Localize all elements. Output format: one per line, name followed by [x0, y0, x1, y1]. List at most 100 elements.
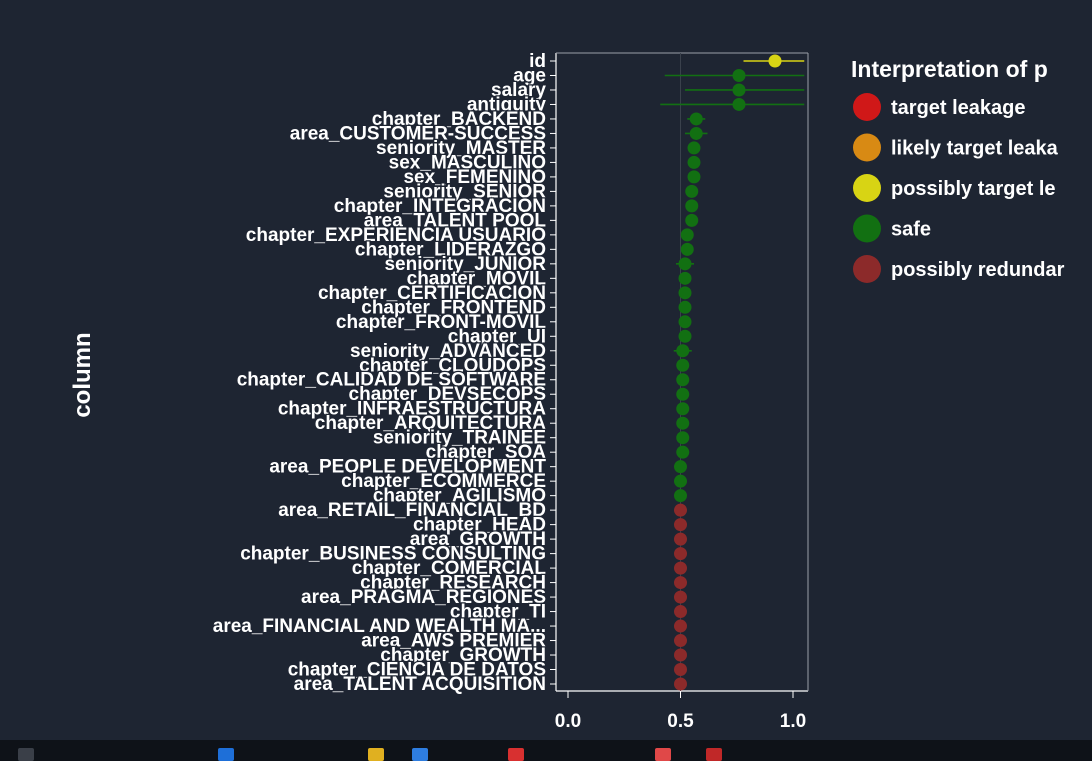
data-point — [680, 242, 694, 256]
data-point — [680, 228, 694, 242]
y-tick-label: chapter_CERTIFICACION — [318, 283, 546, 304]
legend-marker — [853, 93, 881, 121]
y-tick-label: seniority_ADVANCED — [350, 341, 546, 362]
data-point — [687, 155, 701, 169]
data-point — [674, 605, 687, 619]
y-tick-label: chapter_MOVIL — [407, 268, 547, 289]
taskbar-app-icon[interactable] — [368, 748, 384, 761]
data-point — [676, 416, 690, 430]
legend-marker — [853, 133, 881, 162]
y-tick-label: seniority_SENIOR — [383, 181, 546, 202]
y-tick-label: chapter_ARQUITECTURA — [315, 413, 546, 434]
legend-marker — [853, 255, 881, 283]
data-point — [674, 663, 687, 677]
y-tick-label: area_TALENT ACQUISITION — [294, 674, 546, 695]
data-point — [674, 518, 687, 532]
data-point — [678, 257, 692, 271]
y-tick-label: id — [529, 51, 546, 72]
taskbar — [0, 740, 1092, 761]
x-tick-label: 0.5 — [667, 711, 694, 732]
taskbar-app-icon[interactable] — [706, 748, 722, 761]
data-point — [676, 358, 690, 372]
data-point — [689, 112, 703, 126]
data-point — [674, 648, 687, 662]
legend-marker — [853, 174, 881, 202]
data-point — [687, 141, 701, 155]
y-tick-label: chapter_INFRAESTRUCTURA — [278, 399, 546, 420]
data-point — [674, 503, 687, 517]
y-tick-label: chapter_CLOUDOPS — [359, 355, 546, 376]
taskbar-app-icon[interactable] — [18, 748, 34, 761]
y-tick-label: chapter_BACKEND — [372, 109, 546, 130]
chart-area: id age salary antiquity chapter_BACKEND area_… — [69, 50, 1065, 732]
y-tick-label: salary — [491, 80, 546, 101]
legend-title: Interpretation of p — [851, 56, 1048, 82]
y-tick-label: area_TALENT POOL — [364, 210, 547, 231]
data-point — [732, 97, 746, 111]
data-point — [685, 213, 699, 227]
taskbar-app-icon[interactable] — [655, 748, 671, 761]
y-tick-label: chapter_EXPERIENCIA USUARIO — [246, 225, 546, 246]
y-tick-label: area_PEOPLE DEVELOPMENT — [269, 457, 546, 478]
data-point — [674, 489, 687, 503]
y-axis-title: column — [69, 332, 96, 417]
y-tick-label: chapter_BUSINESS CONSULTING — [240, 544, 546, 565]
y-tick-label: seniority_JUNIOR — [384, 254, 546, 275]
data-point — [678, 300, 692, 314]
data-point — [676, 402, 690, 416]
y-tick-label: chapter_FRONTEND — [361, 297, 546, 318]
y-tick-label: seniority_MASTER — [376, 138, 546, 159]
data-point — [732, 68, 746, 82]
x-tick-label: 1.0 — [780, 711, 806, 732]
y-tick-label: chapter_CALIDAD DE SOFTWARE — [237, 370, 546, 391]
legend-label: target leakage — [891, 97, 1026, 119]
y-tick-label: chapter_SOA — [426, 442, 547, 463]
y-tick-label: chapter_COMERCIAL — [352, 558, 547, 579]
y-tick-label: area_GROWTH — [410, 529, 546, 550]
y-tick-label: chapter_INTEGRACION — [334, 196, 546, 217]
importance-chart: idagesalaryantiquitychapter_BACKENDarea_… — [69, 50, 1065, 732]
y-tick-label: sex_MASCULINO — [389, 152, 546, 173]
y-tick-label: chapter_FRONT-MOVIL — [336, 312, 546, 333]
taskbar-app-icon[interactable] — [412, 748, 428, 761]
y-tick-label: chapter_ECOMMERCE — [341, 471, 546, 492]
y-tick-label: antiquity — [467, 94, 547, 115]
y-tick-label: area_PRAGMA_REGIONES — [301, 587, 546, 608]
legend-label: safe — [891, 219, 931, 241]
data-point — [689, 126, 703, 140]
data-point — [674, 460, 687, 474]
y-tick-label: chapter_HEAD — [413, 515, 546, 536]
y-tick-label: chapter_UI — [448, 326, 546, 347]
legend-label: likely target leaka — [891, 138, 1059, 160]
data-point — [674, 561, 687, 575]
data-point — [768, 54, 782, 68]
y-tick-label: chapter_GROWTH — [380, 645, 546, 666]
data-point — [674, 634, 687, 648]
data-point — [676, 431, 690, 445]
data-point — [678, 315, 692, 329]
legend-label: possibly target le — [891, 178, 1056, 200]
y-tick-label: chapter_RESEARCH — [360, 573, 546, 594]
y-tick-label: seniority_TRAINEE — [373, 428, 546, 449]
taskbar-app-icon[interactable] — [508, 748, 524, 761]
data-point — [674, 576, 687, 590]
data-point — [678, 286, 692, 300]
data-point — [685, 184, 699, 198]
legend-label: possibly redundar — [891, 259, 1065, 281]
data-point — [676, 344, 690, 358]
y-tick-label: chapter_AGILISMO — [373, 486, 546, 507]
data-point — [732, 83, 746, 97]
data-point — [676, 445, 690, 459]
data-point — [678, 271, 692, 285]
data-point — [674, 677, 687, 691]
y-tick-label: age — [513, 65, 546, 86]
taskbar-app-icon[interactable] — [218, 748, 234, 761]
data-point — [674, 532, 687, 546]
y-tick-label: chapter_TI — [450, 602, 546, 623]
y-tick-label: area_FINANCIAL AND WEALTH MA... — [213, 616, 546, 637]
data-point — [674, 547, 687, 561]
legend-marker — [853, 214, 881, 243]
x-tick-label: 0.0 — [555, 711, 581, 732]
y-tick-label: area_CUSTOMER-SUCCESS — [290, 123, 546, 144]
y-tick-label: chapter_DEVSECOPS — [349, 384, 546, 405]
